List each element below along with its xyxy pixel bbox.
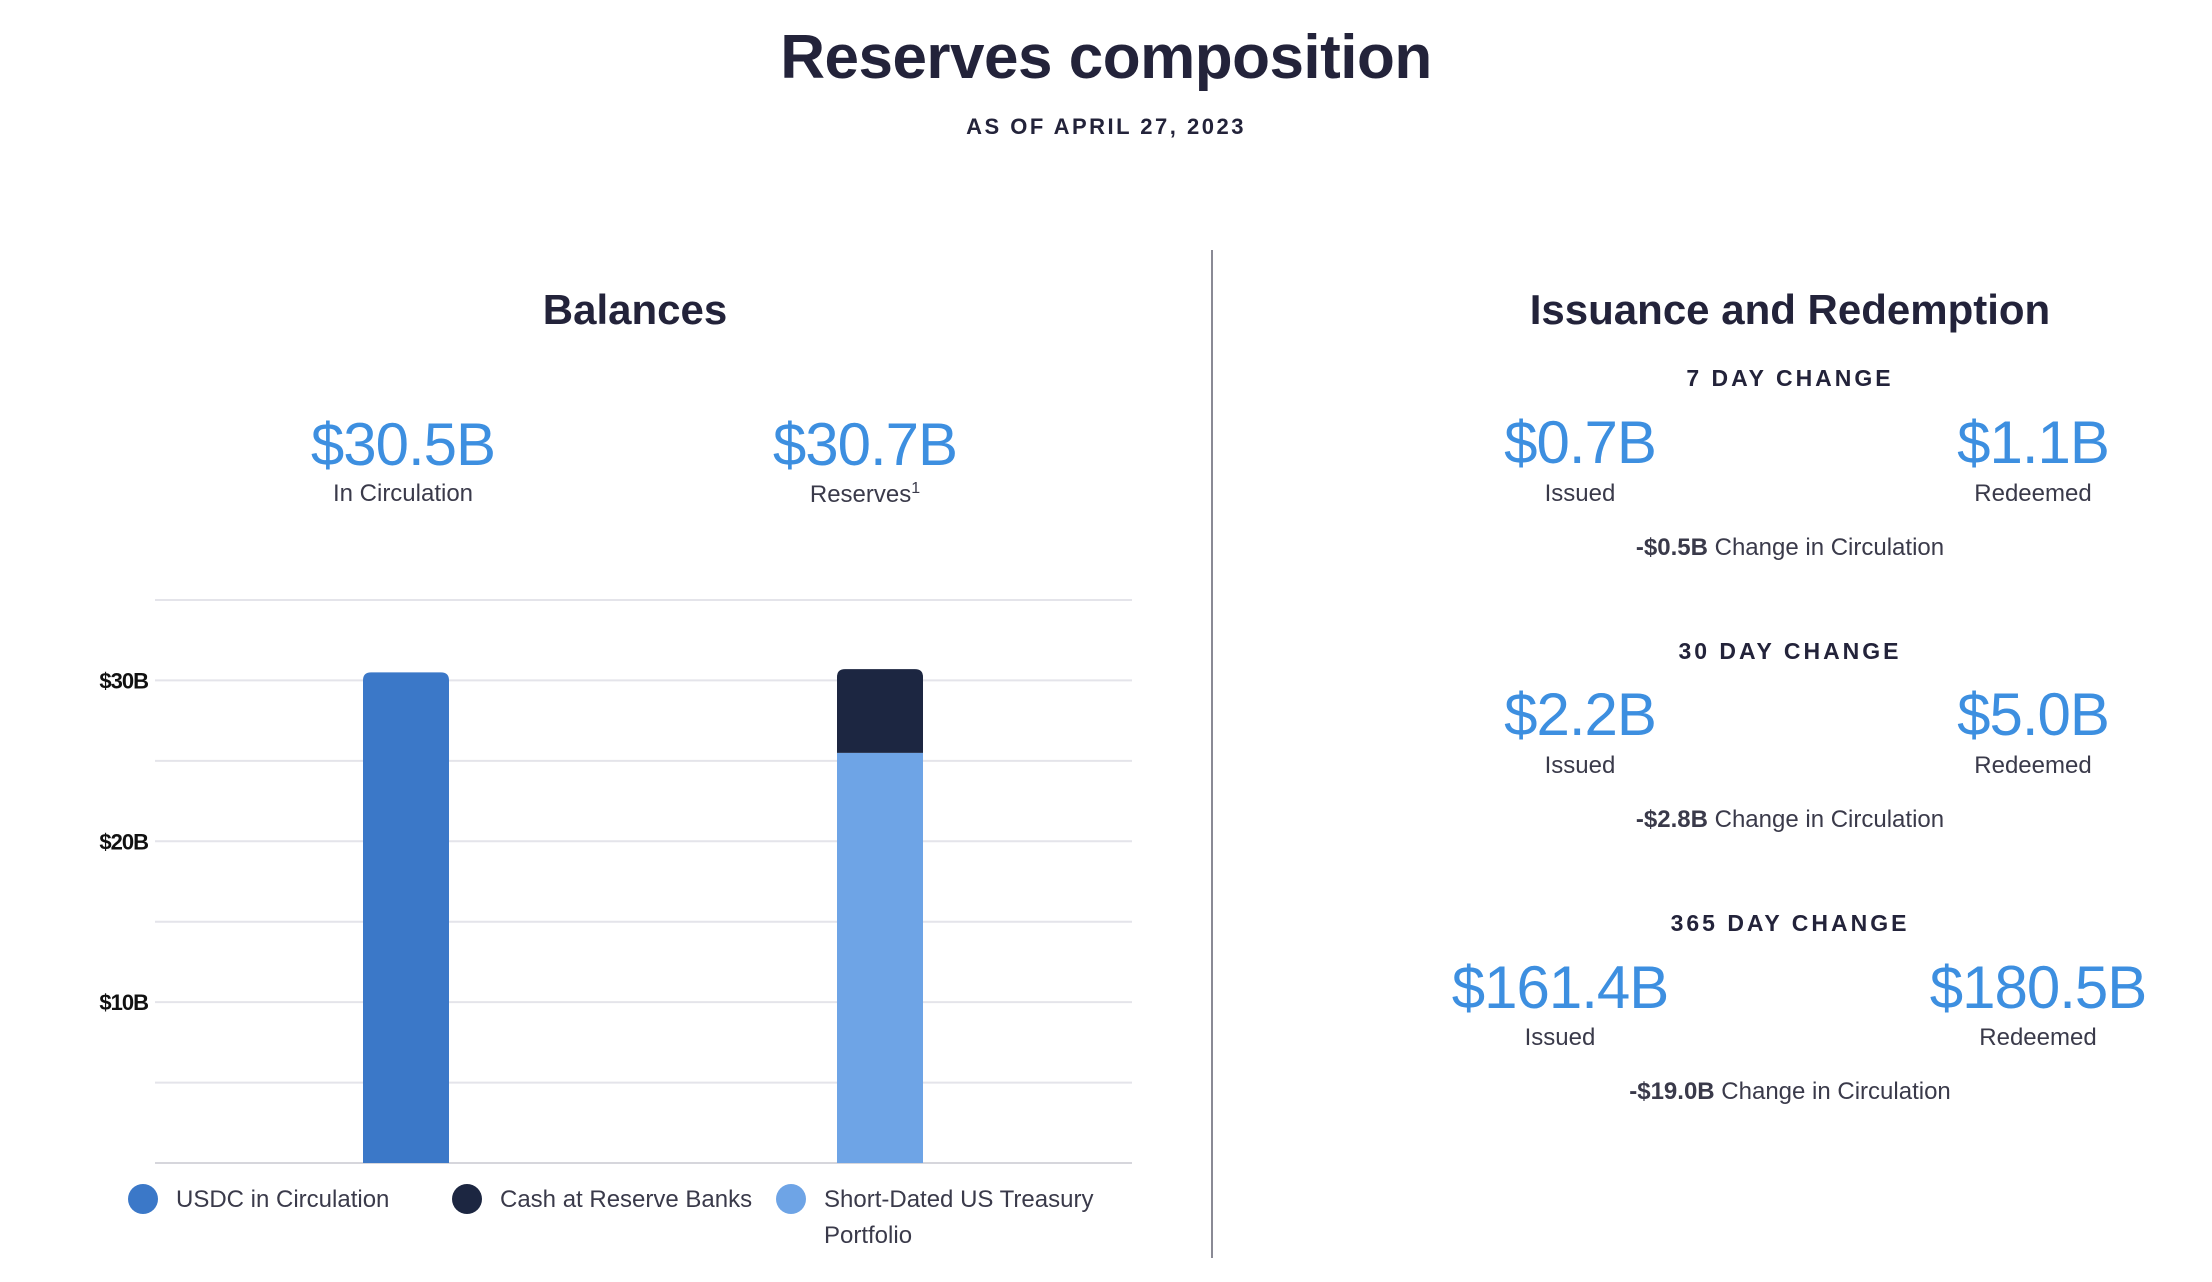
change-line-7-day: -$0.5B Change in Circulation bbox=[1420, 534, 2160, 562]
reserves-label: Reserves1 bbox=[715, 480, 1015, 509]
change-label: Change in Circulation bbox=[1714, 806, 1945, 833]
change-label: Change in Circulation bbox=[1714, 534, 1945, 561]
redeemed-label: Redeemed bbox=[1979, 1024, 2097, 1051]
circulation-label: In Circulation bbox=[332, 480, 474, 507]
reserves-label-text: Reserves bbox=[809, 481, 912, 508]
circulation-value: $30.5B bbox=[310, 411, 496, 478]
redeemed-label: Redeemed bbox=[1974, 752, 2092, 779]
issued-label: Issued bbox=[1544, 752, 1616, 779]
legend-swatch bbox=[128, 1184, 158, 1214]
change-value: -$19.0B bbox=[1629, 1078, 1715, 1105]
balances-chart: $10B $20B $30B bbox=[99, 599, 1132, 1164]
issued-value-30-day: $2.2B bbox=[1504, 681, 1657, 748]
y-tick-label: $10B bbox=[99, 990, 148, 1015]
issued-value-7-day: $0.7B bbox=[1504, 409, 1657, 476]
reserves-value: $30.7B bbox=[772, 411, 958, 478]
issued-label: Issued bbox=[1544, 480, 1616, 507]
issuance-title: Issuance and Redemption bbox=[1529, 286, 2051, 333]
section-heading-365-day: 365 DAY CHANGE bbox=[1670, 910, 1910, 936]
redeemed-label: Redeemed bbox=[1974, 480, 2092, 507]
redeemed-value-30-day: $5.0B bbox=[1957, 681, 2110, 748]
section-heading-7-day: 7 DAY CHANGE bbox=[1686, 365, 1894, 391]
page-title: Reserves composition bbox=[780, 23, 1432, 92]
bar-cash-at-reserve-banks bbox=[837, 669, 923, 753]
issued-label: Issued bbox=[1524, 1024, 1596, 1051]
issued-value-365-day: $161.4B bbox=[1451, 954, 1670, 1021]
redeemed-value-7-day: $1.1B bbox=[1957, 409, 2110, 476]
bar-usdc-in-circulation bbox=[363, 672, 449, 1163]
legend-label: Cash at Reserve Banks bbox=[500, 1186, 753, 1213]
legend-swatch bbox=[452, 1184, 482, 1214]
change-line-30-day: -$2.8B Change in Circulation bbox=[1420, 806, 2160, 834]
page-subtitle: AS OF APRIL 27, 2023 bbox=[966, 114, 1246, 139]
panel-divider bbox=[1211, 250, 1213, 1258]
y-tick-label: $20B bbox=[99, 829, 148, 854]
change-value: -$0.5B bbox=[1635, 534, 1708, 561]
redeemed-value-365-day: $180.5B bbox=[1929, 954, 2148, 1021]
reserves-footnote[interactable]: 1 bbox=[911, 480, 921, 497]
legend-label: USDC in Circulation bbox=[176, 1186, 390, 1213]
change-line-365-day: -$19.0B Change in Circulation bbox=[1420, 1078, 2160, 1106]
bar-short-dated-us-treasury-portfolio bbox=[837, 752, 923, 1163]
y-tick-label: $30B bbox=[99, 668, 148, 693]
section-heading-30-day: 30 DAY CHANGE bbox=[1678, 638, 1902, 664]
change-value: -$2.8B bbox=[1635, 806, 1708, 833]
legend-swatch bbox=[776, 1184, 806, 1214]
change-label: Change in Circulation bbox=[1721, 1078, 1951, 1105]
legend-label: Short-Dated US Treasury Portfolio bbox=[824, 1186, 1094, 1249]
balances-title: Balances bbox=[542, 286, 728, 333]
